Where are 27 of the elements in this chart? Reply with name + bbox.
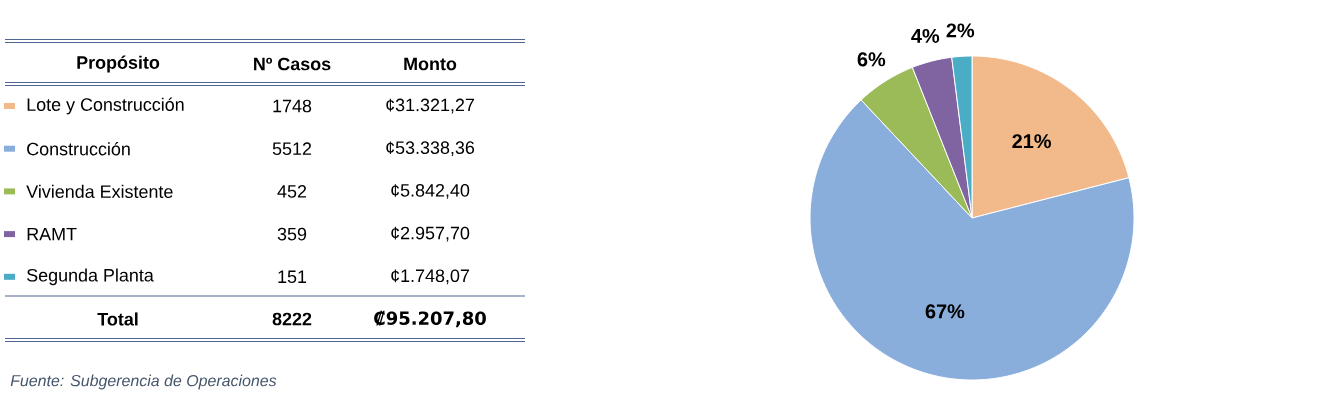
source-note: Fuente: Subgerencia de Operaciones [10, 374, 277, 390]
data-label: ¢5.842,40 [391, 183, 470, 199]
data-label: 1748 [273, 99, 312, 113]
category-label: Construcción [27, 142, 130, 156]
category-label: Segunda Planta [27, 268, 154, 286]
data-label: ¢1.748,07 [391, 269, 469, 285]
text: ₡95.207,80 [374, 310, 486, 328]
data-label: 2% [946, 23, 975, 38]
data-label: 359 [277, 227, 307, 241]
data-label: 67% [925, 304, 965, 319]
data-label: ¢53.338,36 [386, 141, 475, 157]
data-label: 151 [278, 270, 307, 284]
data-label: 4% [911, 28, 940, 43]
data-label: 6% [857, 52, 886, 67]
category-label: Lote y Construcción [27, 97, 184, 115]
data-label: 452 [277, 185, 307, 198]
data-label: 21% [1012, 134, 1051, 149]
text: Total [97, 312, 138, 326]
data-label: ¢2.957,70 [391, 226, 470, 242]
text: Nº Casos [254, 57, 331, 71]
text: 8222 [272, 312, 312, 326]
legend-title: Propósito [77, 55, 160, 73]
data-label: ¢31.321,27 [386, 98, 474, 114]
category-label: Vivienda Existente [26, 184, 173, 198]
category-label: RAMT [27, 227, 77, 241]
data-label: 5512 [272, 142, 312, 156]
text: Monto [404, 57, 457, 71]
